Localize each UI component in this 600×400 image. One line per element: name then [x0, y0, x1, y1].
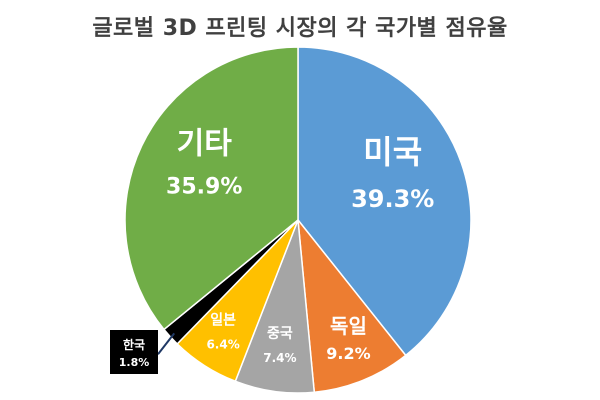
- slice-label-name-1: 미국: [363, 133, 422, 171]
- slice-label-value-2: 9.2%: [326, 344, 370, 363]
- slice-label-value-1: 39.3%: [351, 185, 434, 213]
- callout-box: [110, 330, 158, 374]
- slice-label-value-6: 35.9%: [166, 175, 242, 200]
- slice-label-value-4: 6.4%: [206, 337, 239, 351]
- pie-slice-1: [297, 46, 472, 357]
- chart-title: 글로벌 3D 프린팅 시장의 각 국가별 점유율: [92, 16, 508, 41]
- pie-slice-2: [297, 217, 407, 394]
- slice-label-value-3: 7.4%: [263, 351, 296, 365]
- slice-label-name-6: 기타: [177, 127, 233, 162]
- slice-label-name-4: 일본: [210, 312, 236, 328]
- slice-label-name-5: 한국: [123, 337, 145, 352]
- slice-label-name-3: 중국: [267, 326, 293, 342]
- pie-slice-6: [124, 46, 299, 331]
- slice-label-value-5: 1.8%: [119, 356, 150, 369]
- callout-leader-line: [157, 332, 176, 355]
- slice-label-name-2: 독일: [330, 314, 367, 338]
